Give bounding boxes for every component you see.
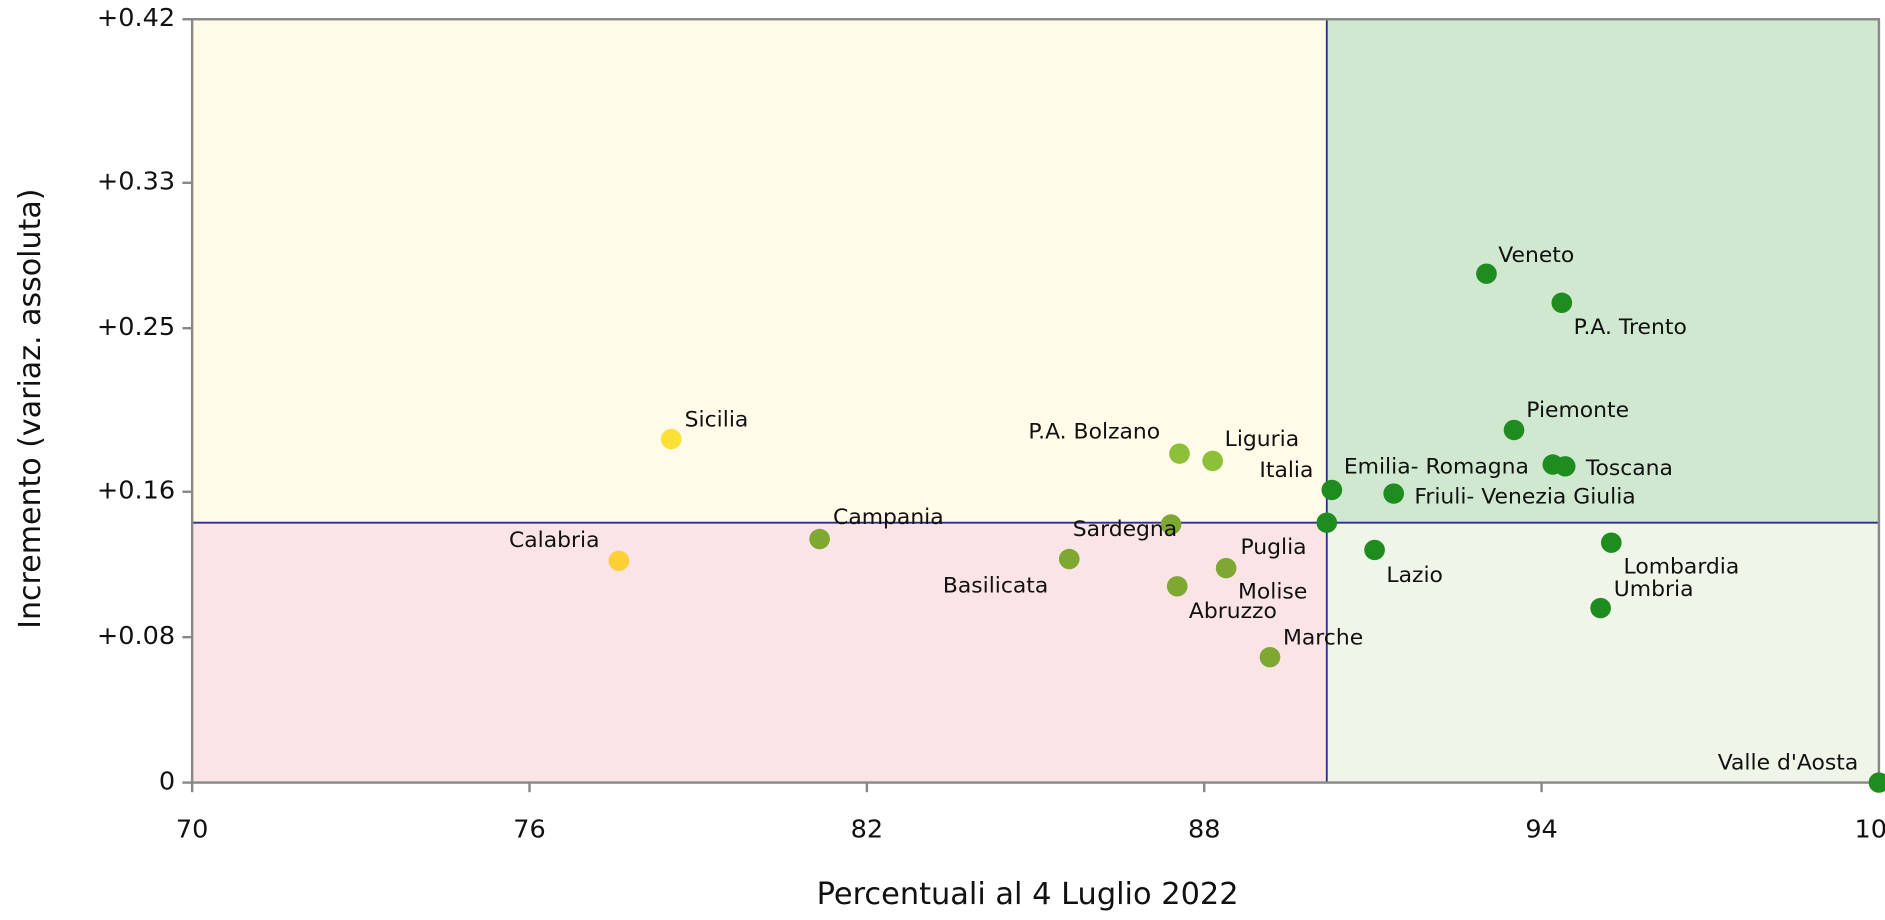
point [1364,539,1385,561]
x-tick-label: 76 [513,814,545,844]
point-label: Campania [833,505,944,530]
point [660,428,682,450]
point [1259,646,1281,668]
point-label: Basilicata [943,574,1048,599]
point [608,550,630,572]
point [809,528,830,550]
point [1058,548,1080,570]
point-label: Emilia- Romagna [1344,455,1529,480]
quadrant [1326,522,1879,783]
x-tick-label: 82 [851,814,883,844]
y-tick-label: 0 [159,766,175,796]
y-tick-label: +0.08 [97,620,175,650]
x-tick-label: 70 [176,814,208,844]
point [1868,772,1885,793]
point-label: Calabria [509,528,600,553]
point-label: Umbria [1614,577,1694,602]
quadrant [192,522,1327,783]
point [1169,443,1190,464]
point [1503,419,1525,441]
point [1166,576,1188,597]
point-label: Sicilia [685,408,749,433]
quadrant [1326,19,1879,523]
point [1551,292,1573,313]
point-label: Marche [1283,625,1363,650]
plot-frame [190,18,1881,784]
point-label: Friuli- Venezia Giulia [1414,485,1635,510]
point-label: P.A. Trento [1574,315,1687,340]
point-label: Abruzzo [1189,599,1277,624]
quadrant [192,19,1327,523]
x-tick-label: 94 [1525,814,1557,844]
point [1383,483,1405,504]
point-label: Valle d'Aosta [1718,750,1858,775]
y-tick-label: +0.33 [97,166,175,196]
point-label: Liguria [1225,427,1300,452]
point [1476,263,1497,284]
x-tick-label: 100 [1855,814,1885,844]
point [1321,479,1343,501]
x-tick-label: 88 [1188,814,1220,844]
point-label: Toscana [1585,456,1673,481]
point-label: P.A. Bolzano [1028,420,1160,445]
point-label: Piemonte [1526,398,1629,423]
y-tick-label: +0.42 [97,2,175,32]
y-axis-label: Incremento (variaz. assoluta) [13,189,48,629]
y-tick-label: +0.25 [97,311,175,341]
point [1600,532,1622,553]
point-label: Italia [1259,458,1313,483]
point-label: Puglia [1240,535,1306,560]
point [1542,454,1564,475]
point [1160,514,1182,535]
point-label: Lazio [1386,563,1443,588]
point-label: Veneto [1498,243,1574,268]
point [1316,512,1338,533]
point [1215,557,1237,579]
point-label: Molise [1238,580,1307,605]
point-label: Lombardia [1624,554,1740,579]
x-axis-label: Percentuali al 4 Luglio 2022 [817,877,1239,912]
point [1202,450,1223,472]
point [1590,597,1611,619]
point-label: Sardegna [1073,517,1177,542]
y-tick-label: +0.16 [97,475,175,505]
